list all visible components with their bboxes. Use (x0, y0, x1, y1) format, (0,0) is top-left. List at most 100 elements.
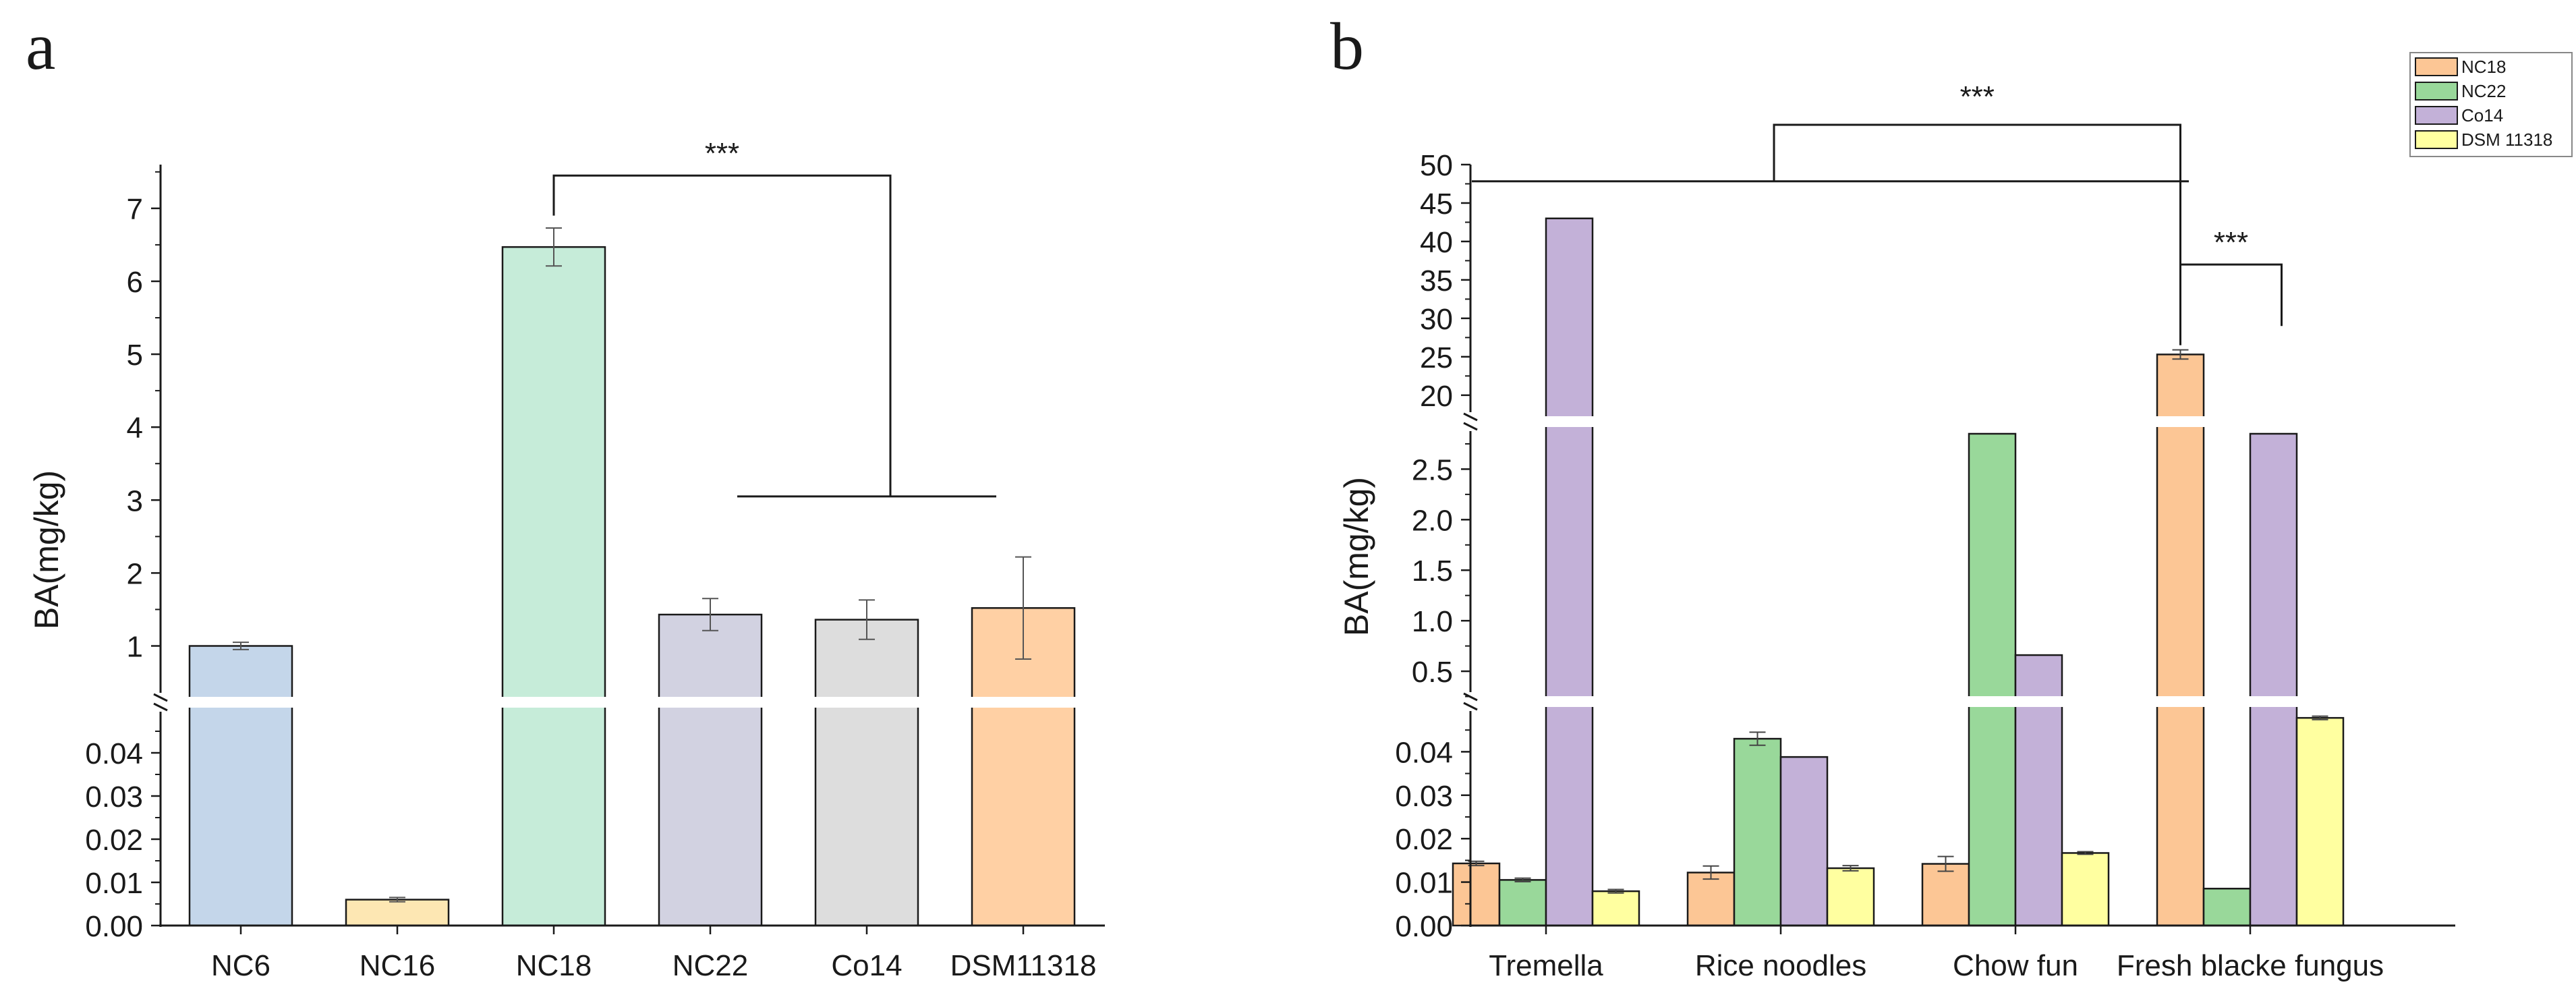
panel-a-category-labels: NC6 NC16 NC18 NC22 Co14 DSM11318 (211, 926, 1096, 982)
axis-break-mark (1463, 702, 1478, 711)
panel-a-letter: a (26, 9, 55, 84)
bar-Chow fun-Co14 (2014, 654, 2063, 927)
y-tick-label: 3 (127, 484, 143, 517)
bar-Chow fun-NC18 (1921, 863, 1970, 927)
bar-break (2248, 696, 2299, 707)
error-bar-Tremella-DSM 11318 (1607, 888, 1624, 894)
y-tick-label: 0.02 (1395, 823, 1453, 856)
bar-Tremella-Co14 (1545, 217, 1594, 927)
error-bar-NC18 (546, 227, 562, 267)
panel-a-ticks: 1 2 3 4 5 6 7 0.00 0.01 0.02 0.03 0.04 (85, 171, 161, 943)
significance-label: *** (2214, 226, 2248, 259)
y-tick-label: 50 (1420, 149, 1453, 182)
y-tick-label: 0.01 (1395, 867, 1453, 900)
panel-b: b BA(mg/kg) 20 25 30 35 40 45 50 0.5 1.0 1.5 2.0 2.… (1330, 9, 2573, 982)
bar-break (2155, 416, 2206, 427)
y-tick-label: 4 (127, 412, 143, 445)
bar-Fresh blacke fungus-NC22 (2202, 888, 2252, 927)
bar-Fresh blacke fungus-DSM 11318 (2295, 716, 2345, 927)
legend-label-DSM 11318: DSM 11318 (2461, 130, 2552, 150)
legend-swatch-NC18 (2415, 57, 2458, 76)
bar-break-DSM11318 (969, 697, 1077, 708)
panel-b-letter: b (1330, 9, 1364, 84)
legend-swatch-NC22 (2415, 82, 2458, 101)
bar-NC6 (188, 645, 293, 927)
bar-break (1967, 696, 2017, 707)
bar-break (2013, 696, 2064, 707)
error-bar-Chow fun-NC18 (1937, 855, 1954, 872)
bar-Rice noodles-Co14 (1779, 756, 1829, 927)
error-bar-Rice noodles-NC22 (1749, 731, 1766, 746)
x-tick-label-Fresh blacke fungus: Fresh blacke fungus (2117, 949, 2384, 982)
y-tick-label: 0.02 (85, 824, 143, 857)
error-bar-Rice noodles-DSM 11318 (1842, 865, 1859, 872)
bar-Rice noodles-NC18 (1686, 872, 1736, 927)
bar-break-NC6 (187, 697, 295, 708)
error-bar-Chow fun-DSM 11318 (2077, 851, 2094, 855)
x-tick-label-NC22: NC22 (672, 949, 749, 982)
y-tick-label: 0.5 (1412, 656, 1453, 689)
bar-NC16 (345, 899, 450, 927)
bar-Rice noodles-NC22 (1733, 737, 1782, 927)
y-tick-label: 0.03 (1395, 780, 1453, 813)
bar-break-Co14 (813, 697, 921, 708)
bar-break (1544, 416, 1595, 427)
legend: NC18 NC22 Co14 DSM 11318 (2409, 52, 2573, 157)
legend-swatch-DSM 11318 (2415, 130, 2458, 149)
panel-a-y-label: BA(mg/kg) (28, 470, 65, 629)
panel-a: a BA(mg/kg) 12345670.000.010.020.030.04 … (26, 9, 1105, 982)
x-tick-label-Chow fun: Chow fun (1953, 949, 2078, 982)
y-tick-label: 0.04 (85, 737, 143, 770)
error-bar-Co14 (859, 599, 875, 640)
y-tick-label: 0.00 (85, 910, 143, 943)
bar-Tremella-NC18 (1452, 862, 1501, 927)
y-tick-label: 35 (1420, 264, 1453, 297)
bar-Fresh blacke fungus-NC18 (2156, 353, 2205, 927)
bar-Tremella-NC22 (1498, 879, 1547, 927)
significance-label: *** (1960, 80, 1995, 113)
bar-break-NC22 (656, 697, 764, 708)
bar-Tremella-DSM 11318 (1591, 890, 1640, 927)
y-tick-label: 0.04 (1395, 736, 1453, 769)
panel-b-category-labels: Tremella Rice noodles Chow fun Fresh blacke… (1489, 926, 2384, 982)
bar-Chow fun-DSM 11318 (2061, 852, 2110, 927)
axis-break-mark (153, 693, 168, 702)
y-tick-label: 40 (1420, 226, 1453, 259)
x-tick-label-NC18: NC18 (516, 949, 592, 982)
bar-break (2155, 696, 2206, 707)
legend-label-NC18: NC18 (2461, 57, 2506, 77)
x-tick-label-Tremella: Tremella (1489, 949, 1603, 982)
axis-break-mark (1463, 422, 1478, 431)
y-tick-label: 1 (127, 631, 143, 664)
y-tick-label: 0.01 (85, 867, 143, 900)
bar-Co14 (814, 619, 919, 927)
significance-bracket (1472, 123, 2189, 345)
x-tick-label-NC6: NC6 (211, 949, 270, 982)
legend-label-Co14: Co14 (2461, 105, 2503, 125)
bar-break-NC18 (500, 697, 608, 708)
legend-swatch-Co14 (2415, 106, 2458, 125)
y-tick-label: 25 (1420, 341, 1453, 374)
y-tick-label: 1.5 (1412, 555, 1453, 588)
panel-b-ticks: 20 25 30 35 40 45 50 0.5 1.0 1.5 2.0 2.5 0.00 0.01 0.0… (1395, 149, 1470, 943)
significance-bracket (2179, 263, 2283, 327)
y-tick-label: 45 (1420, 188, 1453, 221)
y-tick-label: 0.03 (85, 781, 143, 814)
panel-b-bars (1452, 217, 2345, 927)
panel-a-bars (187, 227, 1077, 927)
panel-b-y-label: BA(mg/kg) (1338, 477, 1375, 636)
error-bar-Rice noodles-NC18 (1702, 865, 1719, 880)
legend-label-NC22: NC22 (2461, 81, 2506, 101)
bar-NC18 (501, 246, 606, 927)
y-tick-label: 20 (1420, 380, 1453, 413)
axis-break-mark (1463, 412, 1478, 422)
x-tick-label-DSM11318: DSM11318 (950, 949, 1097, 982)
panel-a-significance: *** (552, 137, 996, 498)
error-bar-Fresh blacke fungus-NC18 (2172, 349, 2189, 360)
error-bar-Tremella-NC22 (1514, 877, 1531, 882)
y-tick-label: 30 (1420, 303, 1453, 336)
axis-break-mark (153, 702, 168, 712)
panel-b-axes (1463, 165, 2455, 927)
error-bar-NC22 (702, 598, 718, 631)
